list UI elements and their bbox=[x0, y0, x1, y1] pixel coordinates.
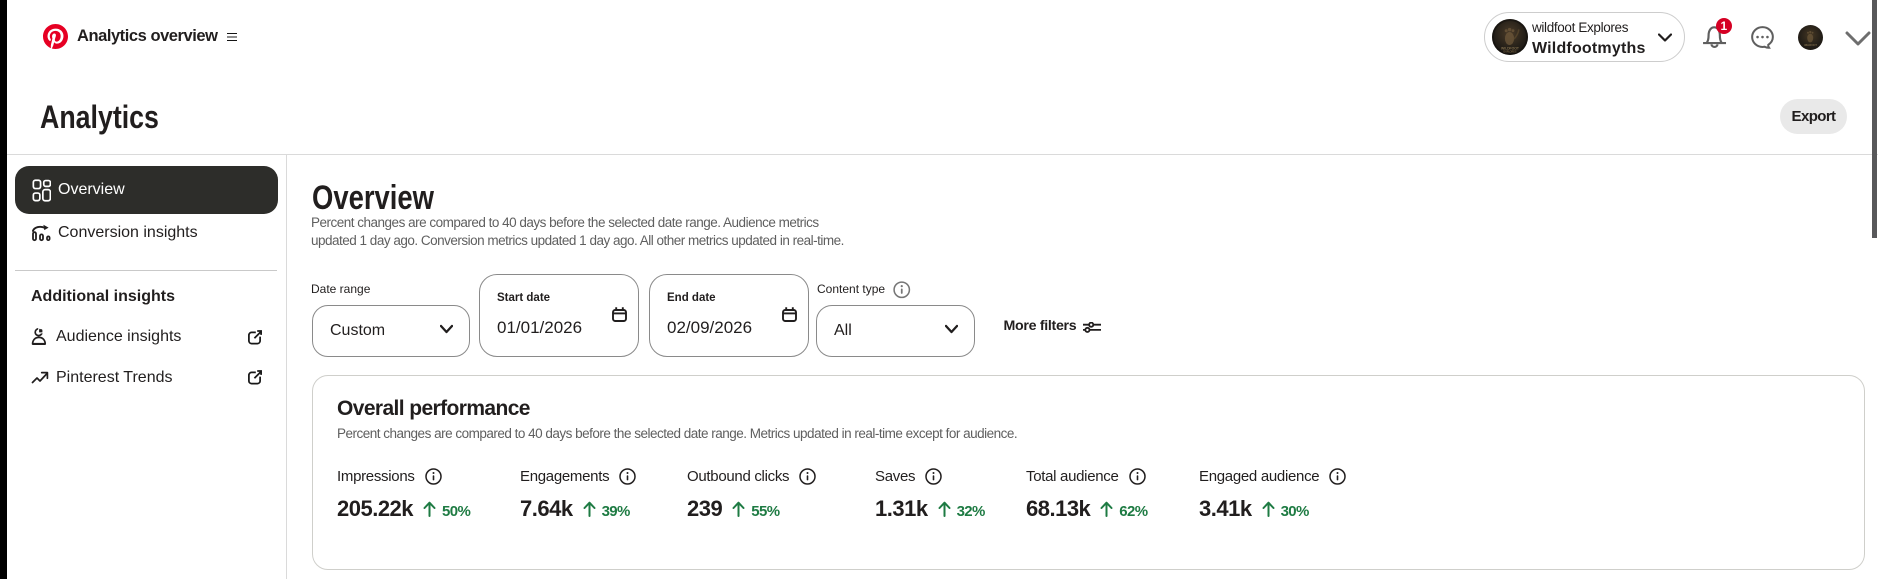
svg-text:WILDFOOT: WILDFOOT bbox=[1501, 47, 1519, 51]
svg-text:WILDFOOT: WILDFOOT bbox=[1804, 44, 1817, 47]
svg-text:EXPLORES: EXPLORES bbox=[1504, 51, 1517, 54]
